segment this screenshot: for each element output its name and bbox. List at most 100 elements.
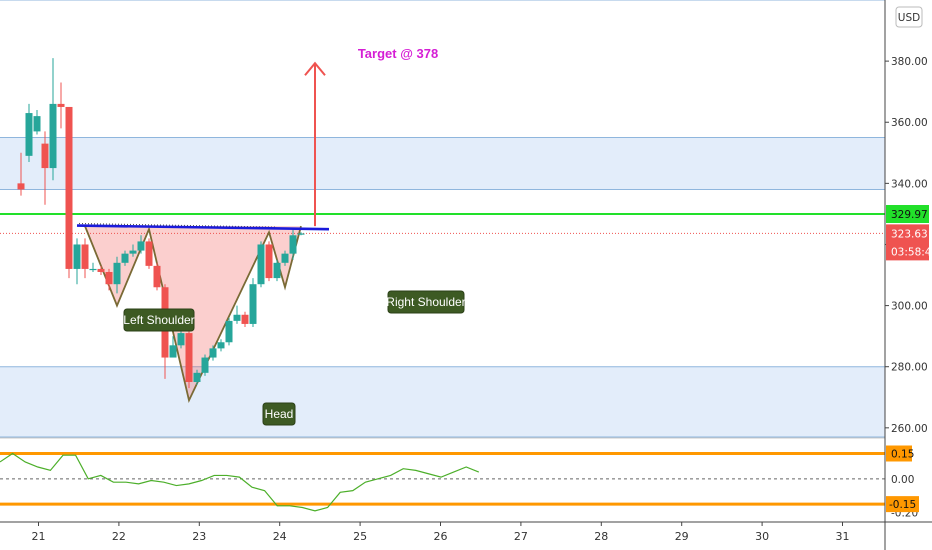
current-price-value: 323.63 [891,228,928,240]
currency-badge: USD [895,6,923,28]
candle [25,103,33,162]
head-label: Head [262,402,296,426]
candle [137,235,145,254]
indicator-lower-badge: -0.15 [886,496,919,513]
candle-body [209,348,217,358]
arrow-head [304,61,326,76]
candle [129,244,137,257]
candle [241,311,249,327]
candle [249,278,257,327]
candle-body [297,233,305,235]
indicator-upper-badge: 0.15 [886,445,914,462]
x-tick-label: 22 [112,530,126,543]
candle-body [217,342,225,349]
candle [81,238,89,279]
left-shoulder-label-text: Left Shoulder [123,313,194,327]
candle-body [265,244,273,279]
current-price-badge: 323.63 03:58:43 [886,224,932,261]
candle-body [81,244,89,269]
candle-body [233,314,241,321]
candle-body [281,253,289,263]
price-axis-bg [885,0,932,550]
candle [161,284,169,379]
candle [89,262,97,272]
candle [265,241,273,282]
neckline-line [76,224,330,231]
candle [273,259,281,282]
indicator-line [0,452,480,512]
x-tick-label: 23 [192,530,206,543]
candle [97,265,105,276]
candle-body [25,113,33,156]
candle [65,106,73,279]
y-tick-label: 360.00 [891,117,928,129]
candle-body [145,241,153,266]
candle [233,305,241,324]
target-label: Target @ 378 [358,46,438,61]
candle [105,268,113,291]
candle [217,339,225,352]
indicator-lower-badge-box [886,496,919,513]
indicator-zero-value: 0.00 [891,474,914,486]
candle [209,345,217,361]
y-tick-label: 260.00 [891,423,928,435]
candle [17,152,25,196]
candle [193,369,201,386]
candle [281,250,289,266]
candles [17,58,305,389]
currency-label: USD [898,12,920,24]
candle [33,110,41,135]
candle [121,250,129,266]
countdown-value: 03:58:43 [891,246,932,258]
candle [257,241,265,288]
y-tick-label: 280.00 [891,362,928,374]
candle-body [105,271,113,285]
x-tick-label: 26 [434,530,448,543]
candle-body [169,345,177,358]
candle [201,354,209,376]
candle [49,58,57,181]
candle-body [73,244,81,269]
right-shoulder-label-box [387,290,465,314]
x-tick-label: 21 [32,530,46,543]
target-arrow [304,61,326,227]
candle [57,82,65,129]
neckline-dotted [78,222,278,228]
candle-body [33,116,41,132]
left-shoulder-label: Left Shoulder [123,308,195,332]
candle-body [249,284,257,324]
head-label-text: Head [265,407,294,421]
x-tick-label: 27 [514,530,528,543]
green-level-value: 329.97 [891,209,928,221]
neckline [76,222,330,231]
pattern-annotations: Target @ 378 Left Shoulder Head Right Shoul… [123,46,466,426]
shaded-zone-0 [0,137,885,190]
indicator-upper-badge-box [886,445,912,462]
indicator-upper-value: 0.15 [891,449,914,461]
candle [41,131,49,205]
candle-body [129,250,137,254]
candle-body [121,253,129,263]
pattern-outline [84,225,302,404]
candle-body [17,183,25,190]
horizontal-lines [0,0,885,234]
shaded-zones [0,137,885,438]
indicator-lower-value: -0.15 [889,499,916,511]
candle [297,232,305,236]
candle-body [65,106,73,269]
left-shoulder-label-box [123,308,195,332]
candle [145,238,153,269]
candle-body [153,265,161,288]
candle-body [89,268,97,271]
candle-body [113,262,121,285]
candle [225,317,233,346]
candle [289,229,297,260]
candle-body [57,103,65,107]
candle-body [225,320,233,343]
currency-badge-box [895,6,923,28]
candle [73,238,81,285]
candle-body [49,103,57,169]
candle [169,336,177,358]
x-tick-label: 25 [353,530,367,543]
